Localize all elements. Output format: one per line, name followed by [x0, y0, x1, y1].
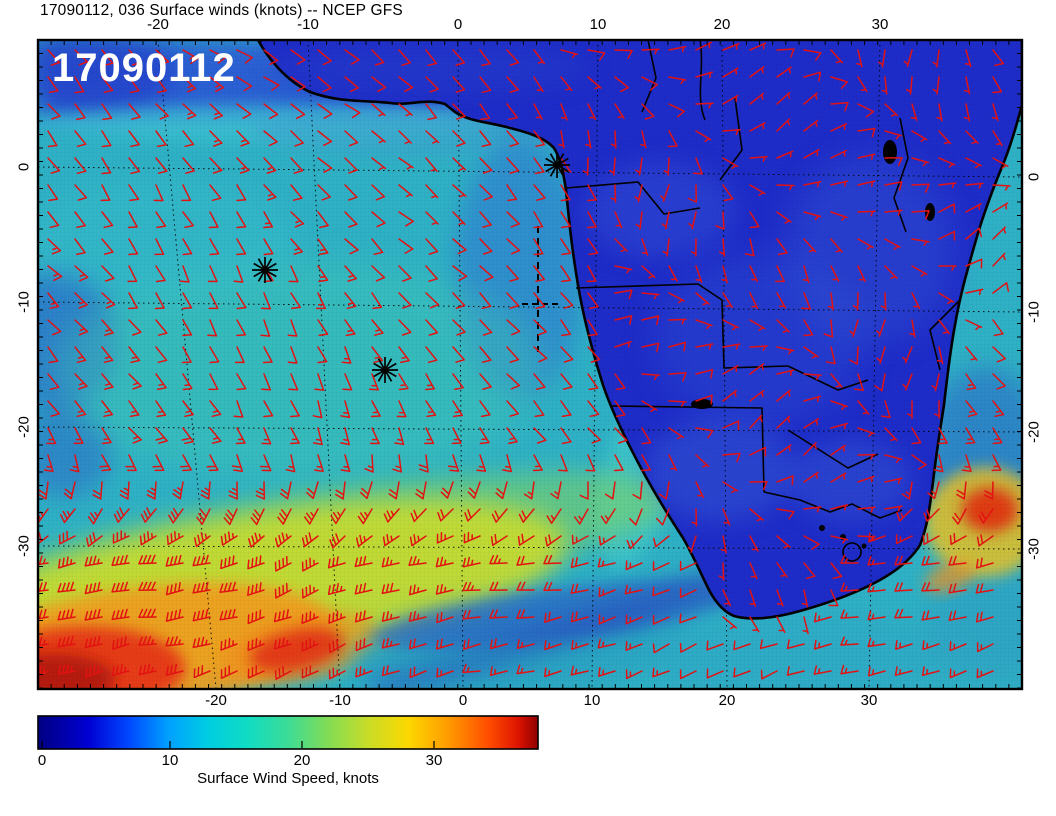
station-markers	[252, 152, 570, 383]
frame-minor-ticks	[37, 39, 1022, 689]
frame-decor	[37, 39, 1022, 689]
wind-speed-field	[38, 40, 1022, 689]
colorbar-caption: Surface Wind Speed, knots	[197, 770, 379, 787]
raster-texture	[38, 40, 1022, 689]
colorbar-ticks	[41, 741, 435, 748]
station-asterisk	[544, 152, 570, 178]
wind-barbs-layer	[38, 41, 1011, 680]
run-id-overlay: 17090112	[52, 46, 236, 90]
coastline	[256, 40, 1022, 620]
colorbar-gradient-bar	[37, 715, 539, 750]
station-asterisk	[372, 357, 398, 383]
colorbar	[37, 715, 539, 750]
country-borders	[565, 40, 961, 562]
figure-title: 17090112, 036 Surface winds (knots) -- N…	[40, 2, 403, 19]
station-asterisk	[252, 257, 278, 283]
wind-barbs	[38, 41, 1011, 680]
